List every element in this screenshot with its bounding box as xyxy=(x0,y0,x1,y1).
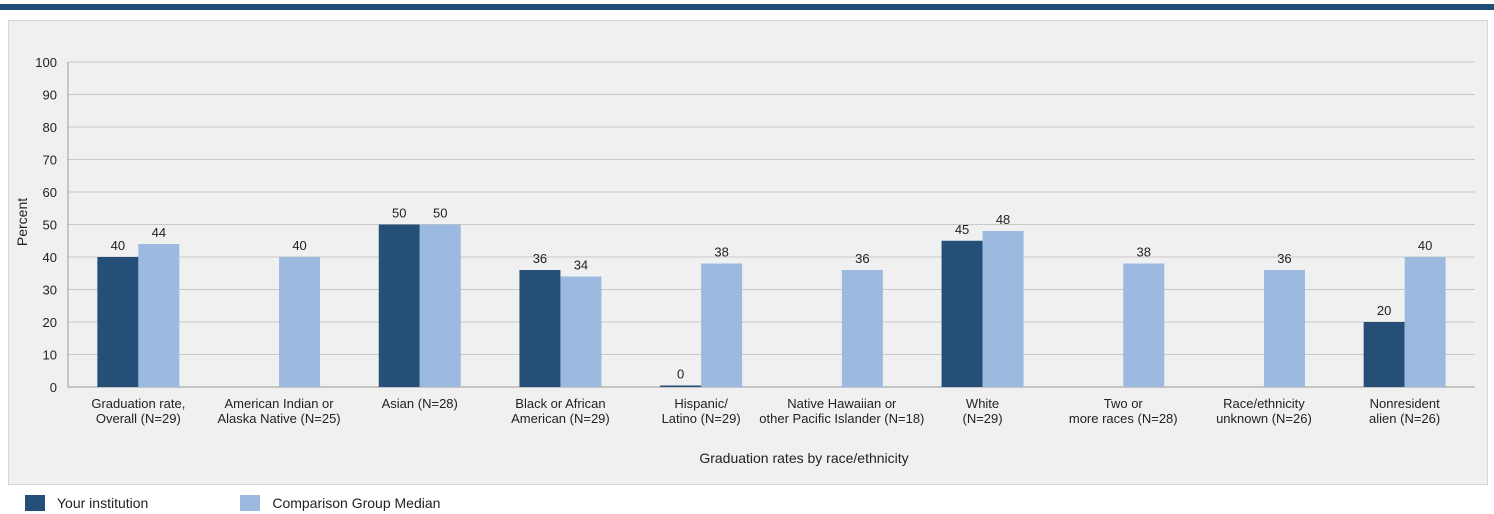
data-label: 40 xyxy=(111,238,125,253)
y-tick-label: 80 xyxy=(43,120,57,135)
data-label: 48 xyxy=(996,212,1010,227)
bar-chart: 0 10 20 30 40 50 60 70 80 90 100 40 44 Graduation rat… xyxy=(14,55,1475,466)
data-label: 34 xyxy=(574,258,588,273)
x-tick-label: Native Hawaiian or other Pacific Islander… xyxy=(759,396,924,426)
bar-comparison-median xyxy=(841,270,883,387)
legend-item-comparison-median: Comparison Group Median xyxy=(240,495,440,511)
y-tick-label: 90 xyxy=(43,88,57,103)
legend-swatch-your-institution xyxy=(25,495,45,511)
x-tick-label: Asian (N=28) xyxy=(382,396,458,411)
data-label: 44 xyxy=(152,225,166,240)
y-tick-label: 30 xyxy=(43,283,57,298)
chart-panel xyxy=(8,20,1488,485)
data-label: 0 xyxy=(677,367,684,382)
data-label: 45 xyxy=(955,222,969,237)
x-tick-label: Graduation rate, Overall (N=29) xyxy=(91,396,185,426)
bar-your-institution xyxy=(941,240,983,387)
data-label: 50 xyxy=(392,206,406,221)
bar-comparison-median xyxy=(701,263,743,387)
x-tick-label: Nonresident alien (N=26) xyxy=(1369,396,1440,426)
legend-label-comparison-median: Comparison Group Median xyxy=(272,495,441,511)
data-label: 38 xyxy=(714,245,728,260)
top-rule xyxy=(0,4,1494,10)
legend-swatch-comparison-median xyxy=(240,495,261,511)
x-tick-label: Two or more races (N=28) xyxy=(1069,396,1178,426)
bar-your-institution xyxy=(378,224,420,387)
bar-comparison-median xyxy=(138,244,180,387)
data-label: 36 xyxy=(533,251,547,266)
x-tick-label: American Indian or Alaska Native (N=25) xyxy=(217,396,340,426)
x-tick-label: Hispanic/Latino (N=29) xyxy=(662,396,741,426)
x-axis-title: Graduation rates by race/ethnicity xyxy=(699,450,908,466)
bar-comparison-median xyxy=(1404,257,1446,387)
data-label: 36 xyxy=(855,251,869,266)
bar-your-institution xyxy=(97,257,139,387)
bar-comparison-median xyxy=(279,257,321,387)
legend: Your institution Comparison Group Median xyxy=(25,493,532,513)
data-label: 40 xyxy=(292,238,306,253)
y-tick-label: 40 xyxy=(43,250,57,265)
bar-comparison-median xyxy=(982,231,1024,387)
x-tick-label: White (N=29) xyxy=(962,396,1002,426)
data-label: 38 xyxy=(1137,245,1151,260)
legend-label-your-institution: Your institution xyxy=(57,495,149,511)
y-tick-label: 0 xyxy=(50,380,57,395)
y-tick-label: 100 xyxy=(35,55,57,70)
data-label: 36 xyxy=(1277,251,1291,266)
x-tick-label: Black or African American (N=29) xyxy=(511,396,610,426)
x-tick-label: Race/ethnicity unknown (N=26) xyxy=(1216,396,1312,426)
y-tick-label: 50 xyxy=(43,218,57,233)
y-tick-label: 60 xyxy=(43,185,57,200)
data-label: 20 xyxy=(1377,303,1391,318)
y-tick-label: 20 xyxy=(43,315,57,330)
bar-your-institution xyxy=(519,270,561,387)
bar-comparison-median xyxy=(560,276,602,387)
bar-your-institution xyxy=(1363,322,1405,387)
bar-your-institution xyxy=(660,385,702,387)
bar-comparison-median xyxy=(419,224,461,387)
y-tick-label: 70 xyxy=(43,153,57,168)
bar-comparison-median xyxy=(1263,270,1305,387)
bar-comparison-median xyxy=(1123,263,1165,387)
y-axis-title: Percent xyxy=(14,198,30,246)
data-label: 50 xyxy=(433,206,447,221)
y-tick-label: 10 xyxy=(43,348,57,363)
data-label: 40 xyxy=(1418,238,1432,253)
legend-item-your-institution: Your institution xyxy=(25,495,148,511)
